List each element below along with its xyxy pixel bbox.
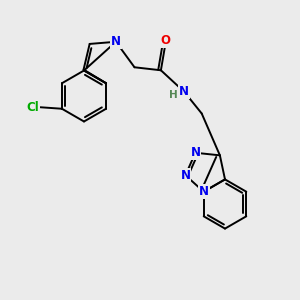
Text: H: H: [169, 91, 177, 100]
Text: N: N: [199, 185, 209, 198]
Text: N: N: [111, 35, 121, 48]
Text: N: N: [180, 169, 190, 182]
Text: Cl: Cl: [26, 101, 39, 114]
Text: N: N: [179, 85, 189, 98]
Text: N: N: [190, 146, 200, 159]
Text: O: O: [160, 34, 170, 47]
